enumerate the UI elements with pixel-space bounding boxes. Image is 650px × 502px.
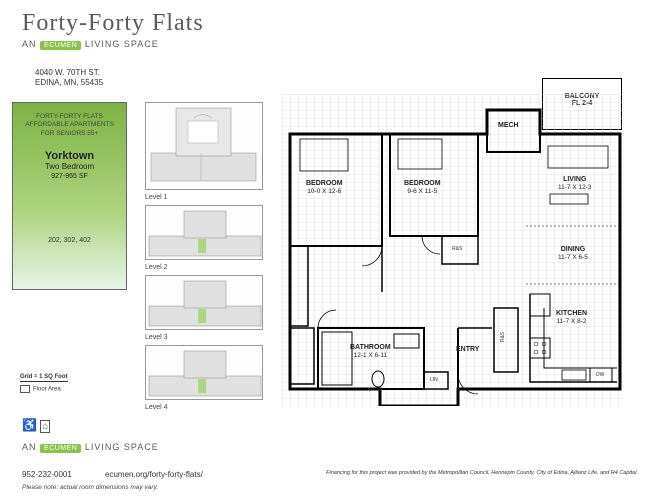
- label-bedroom2: BEDROOM 9-6 X 11-5: [404, 180, 441, 196]
- level-thumbnails: Level 1 Level 2 Level 3 Level 4: [145, 102, 265, 415]
- subtitle: AN ECUMEN LIVING SPACE: [22, 39, 204, 50]
- label-entry: ENTRY: [456, 346, 479, 354]
- label-kitchen: KITCHEN 11-7 X 8-2: [556, 310, 587, 326]
- label-mech: MECH: [498, 122, 519, 130]
- plan-info-box: FORTY-FORTY FLATS AFFORDABLE APARTMENTS …: [12, 102, 127, 290]
- accessibility-icons: ♿ ⌂: [22, 418, 50, 432]
- legend-box-icon: [20, 385, 30, 393]
- footer-url: ecumen.org/forty-forty-flats/: [105, 470, 203, 479]
- footer-financing: Financing for this project was provided …: [326, 470, 638, 477]
- tagline: FORTY-FORTY FLATS AFFORDABLE APARTMENTS …: [19, 113, 120, 138]
- level1-svg: [146, 103, 264, 191]
- legend-item: Floor Area: [20, 385, 68, 393]
- unit-numbers: 202, 302, 402: [13, 237, 126, 244]
- label-dw: DW: [596, 372, 604, 378]
- wheelchair-icon: ♿: [22, 418, 37, 432]
- level-label-4: Level 4: [145, 404, 265, 411]
- page-header: Forty-Forty Flats AN ECUMEN LIVING SPACE: [22, 10, 204, 50]
- legend-title: Grid = 1 SQ Foot: [20, 374, 68, 382]
- level-label-1: Level 1: [145, 194, 265, 201]
- level-thumb-4: [145, 345, 263, 400]
- footer-brand-badge: ECUMEN: [40, 444, 81, 453]
- level-thumb-2: [145, 205, 263, 260]
- level-thumb-3: [145, 275, 263, 330]
- label-dining: DINING 11-7 X 6-5: [558, 246, 588, 262]
- square-footage: 927-965 SF: [19, 173, 120, 180]
- address-block: 4040 W. 70TH ST. EDINA, MN, 55435: [35, 68, 103, 89]
- legend: Grid = 1 SQ Foot Floor Area: [20, 374, 68, 393]
- label-living: LIVING 11-7 X 12-3: [558, 176, 591, 192]
- level-label-2: Level 2: [145, 264, 265, 271]
- plan-name: Yorktown: [19, 150, 120, 162]
- level3-svg: [146, 276, 264, 331]
- label-bedroom1: BEDROOM 10-0 X 12-6: [306, 180, 343, 196]
- label-lin: LIN: [430, 377, 438, 383]
- brand-badge: ECUMEN: [40, 41, 81, 50]
- footer-phone: 952-232-0001: [22, 470, 72, 479]
- level2-svg: [146, 206, 264, 261]
- equal-housing-icon: ⌂: [40, 420, 50, 433]
- level4-svg: [146, 346, 264, 401]
- label-rs2: R&S: [500, 332, 506, 342]
- label-rs1: R&S: [452, 246, 462, 252]
- footer-brand: AN ECUMEN LIVING SPACE: [22, 442, 159, 453]
- floor-plan: BEDROOM 10-0 X 12-6 BEDROOM 9-6 X 11-5 M…: [282, 94, 622, 406]
- footer-note: Please note: actual room dimensions may …: [22, 484, 158, 491]
- level-label-3: Level 3: [145, 334, 265, 341]
- label-bathroom: BATHROOM 12-1 X 6-11: [350, 344, 391, 360]
- level-thumb-1: [145, 102, 263, 190]
- plan-type: Two Bedroom: [19, 162, 120, 171]
- main-title: Forty-Forty Flats: [22, 10, 204, 37]
